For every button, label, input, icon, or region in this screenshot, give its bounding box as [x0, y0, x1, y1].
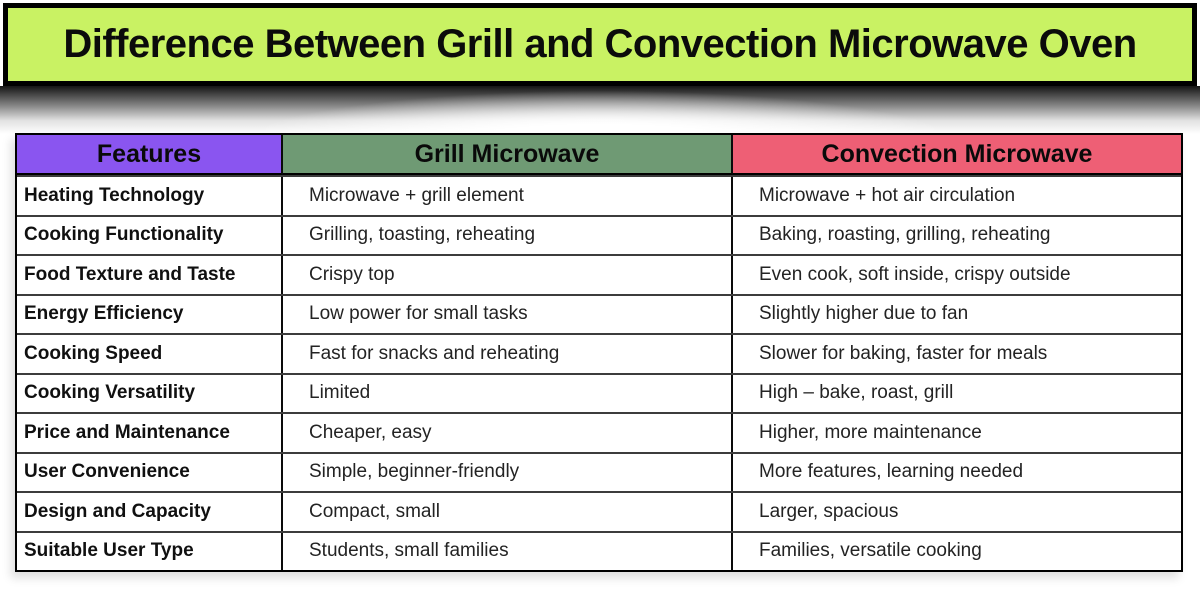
feature-cell: Cooking Speed — [17, 335, 283, 373]
feature-cell: User Convenience — [17, 453, 283, 491]
feature-cell: Design and Capacity — [17, 493, 283, 531]
grill-value-cell: Simple, beginner-friendly — [283, 453, 733, 491]
feature-cell: Heating Technology — [17, 177, 283, 215]
grill-value-cell: Fast for snacks and reheating — [283, 335, 733, 373]
convection-value-cell: Microwave + hot air circulation — [759, 184, 1016, 206]
table-row: Energy Efficiency Low power for small ta… — [17, 293, 1181, 333]
convection-value-cell: Slower for baking, faster for meals — [759, 342, 1048, 364]
convection-value-cell: Families, versatile cooking — [759, 540, 982, 562]
title-shadow — [0, 86, 1200, 134]
column-header-grill-microwave: Grill Microwave — [283, 135, 733, 175]
grill-value-cell: Grilling, toasting, reheating — [283, 216, 733, 254]
page-title: Difference Between Grill and Convection … — [63, 22, 1137, 66]
feature-cell: Price and Maintenance — [17, 414, 283, 452]
table-header-row: Features Grill Microwave Convection Micr… — [17, 135, 1181, 175]
table-row: Price and Maintenance Cheaper, easy High… — [17, 412, 1181, 452]
comparison-table: Features Grill Microwave Convection Micr… — [15, 133, 1183, 572]
convection-value-cell: Larger, spacious — [759, 500, 899, 522]
feature-cell: Cooking Functionality — [17, 216, 283, 254]
table-row: Design and Capacity Compact, small Large… — [17, 491, 1181, 531]
grill-value-cell: Limited — [283, 374, 733, 412]
convection-value-cell: Higher, more maintenance — [759, 421, 982, 443]
grill-value-cell: Compact, small — [283, 493, 733, 531]
grill-value-cell: Low power for small tasks — [283, 295, 733, 333]
column-header-features: Features — [17, 135, 283, 175]
grill-value-cell: Microwave + grill element — [283, 177, 733, 215]
feature-cell: Energy Efficiency — [17, 295, 283, 333]
grill-value-cell: Cheaper, easy — [283, 414, 733, 452]
convection-value-cell: High – bake, roast, grill — [759, 382, 954, 404]
grill-value-cell: Crispy top — [283, 256, 733, 294]
title-banner: Difference Between Grill and Convection … — [3, 3, 1197, 86]
feature-cell: Cooking Versatility — [17, 374, 283, 412]
feature-cell: Food Texture and Taste — [17, 256, 283, 294]
table-row: Suitable User Type Students, small famil… — [17, 530, 1181, 570]
table-row: Heating Technology Microwave + grill ele… — [17, 175, 1181, 215]
table-row: Food Texture and Taste Crispy top Even c… — [17, 254, 1181, 294]
column-header-convection-microwave: Convection Microwave — [733, 135, 1181, 175]
convection-value-cell: Baking, roasting, grilling, reheating — [759, 224, 1051, 246]
table-row: User Convenience Simple, beginner-friend… — [17, 451, 1181, 491]
convection-value-cell: More features, learning needed — [759, 461, 1024, 483]
grill-value-cell: Students, small families — [283, 532, 733, 570]
convection-value-cell: Even cook, soft inside, crispy outside — [759, 263, 1071, 285]
table-row: Cooking Versatility Limited High – bake,… — [17, 372, 1181, 412]
convection-value-cell: Slightly higher due to fan — [759, 303, 969, 325]
table-row: Cooking Speed Fast for snacks and reheat… — [17, 333, 1181, 373]
feature-cell: Suitable User Type — [17, 532, 283, 570]
table-row: Cooking Functionality Grilling, toasting… — [17, 214, 1181, 254]
